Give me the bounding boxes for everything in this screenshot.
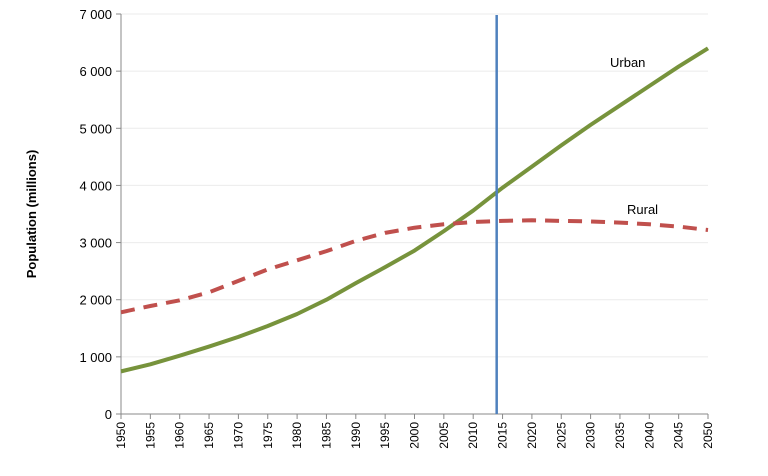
x-tick-label: 2045 xyxy=(672,422,686,449)
series-line-urban xyxy=(120,46,710,374)
x-tick-label: 1955 xyxy=(143,422,157,449)
x-tick-label: 2010 xyxy=(466,422,480,449)
y-tick-label: 2 000 xyxy=(79,293,112,308)
y-tick-label: 6 000 xyxy=(79,64,112,79)
x-tick-label: 1995 xyxy=(378,422,392,449)
y-tick-label: 1 000 xyxy=(79,350,112,365)
x-tick-label: 2000 xyxy=(408,422,422,449)
series-line-rural xyxy=(120,218,709,315)
y-tick-label: 4 000 xyxy=(79,178,112,193)
x-tick-label: 1980 xyxy=(290,422,304,449)
x-tick-label: 2050 xyxy=(701,422,715,449)
y-tick-label: 3 000 xyxy=(79,236,112,251)
x-tick-label: 2035 xyxy=(613,422,627,449)
series-label-rural: Rural xyxy=(627,202,658,217)
y-tick-label: 0 xyxy=(105,407,112,422)
x-tick-label: 2005 xyxy=(437,422,451,449)
x-tick-label: 1975 xyxy=(261,422,275,449)
series-label-urban: Urban xyxy=(610,55,645,70)
x-tick-label: 1960 xyxy=(173,422,187,449)
y-axis-label: Population (millions) xyxy=(24,150,39,279)
x-tick-label: 2020 xyxy=(525,422,539,449)
x-tick-label: 1950 xyxy=(114,422,128,449)
x-tick-label: 1970 xyxy=(231,422,245,449)
x-tick-label: 1990 xyxy=(349,422,363,449)
x-tick-label: 2025 xyxy=(554,422,568,449)
x-tick-label: 1965 xyxy=(202,422,216,449)
y-tick-label: 7 000 xyxy=(79,7,112,22)
x-tick-label: 2015 xyxy=(496,422,510,449)
x-tick-label: 2040 xyxy=(642,422,656,449)
x-tick-label: 1985 xyxy=(319,422,333,449)
y-tick-label: 5 000 xyxy=(79,121,112,136)
x-tick-label: 2030 xyxy=(584,422,598,449)
